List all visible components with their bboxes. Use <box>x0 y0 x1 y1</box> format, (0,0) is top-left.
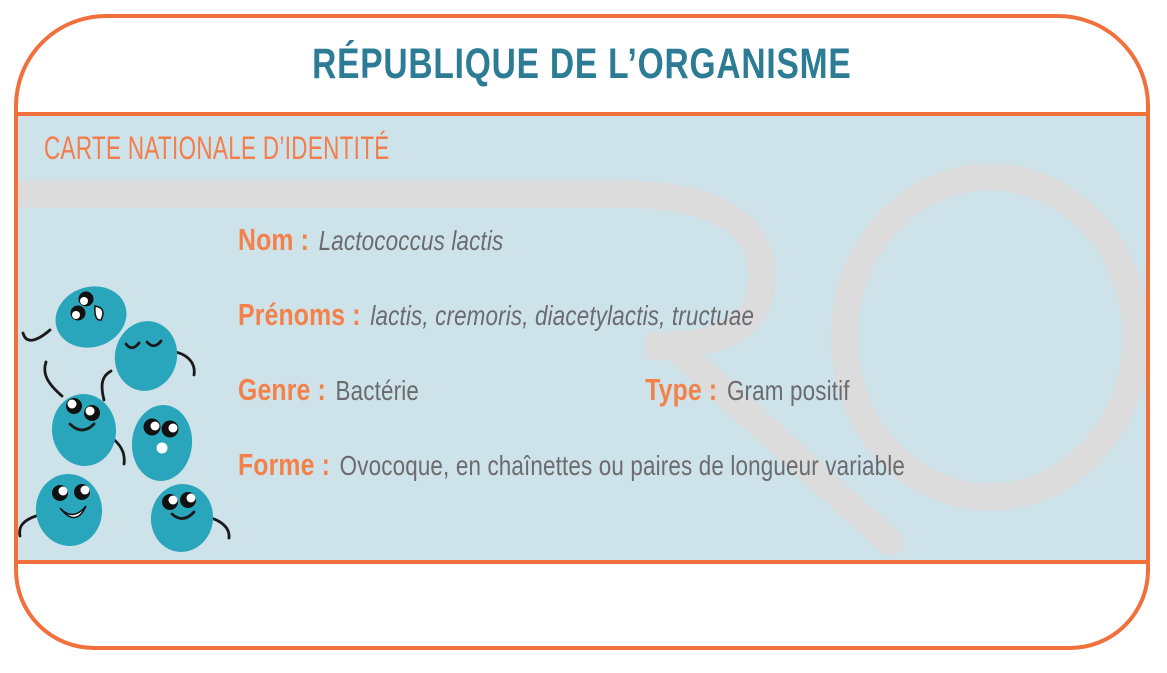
field-value-genre: Bactérie <box>335 375 420 406</box>
header-band: RÉPUBLIQUE DE L’ORGANISME <box>14 40 1150 89</box>
field-value-nom: Lactococcus lactis <box>318 225 504 256</box>
field-group-type: Type : Gram positif <box>645 372 849 408</box>
field-row-nom: Nom : Lactococcus lactis <box>238 222 1134 262</box>
field-row-prenoms: Prénoms : lactis, cremoris, diacetylacti… <box>238 297 1134 337</box>
identity-panel: CARTE NATIONALE D’IDENTITÉ <box>14 112 1150 564</box>
field-row-forme: Forme : Ovocoque, en chaînettes ou paire… <box>238 447 1134 487</box>
field-label-genre: Genre : <box>238 372 326 407</box>
card-title: CARTE NATIONALE D’IDENTITÉ <box>44 130 390 166</box>
field-label-prenoms: Prénoms : <box>238 297 361 332</box>
field-label-nom: Nom : <box>238 222 310 257</box>
watermark-ro-icon <box>18 163 1146 556</box>
field-value-type: Gram positif <box>726 375 850 406</box>
field-value-forme: Ovocoque, en chaînettes ou paires de lon… <box>339 450 905 481</box>
field-label-forme: Forme : <box>238 447 331 482</box>
bacteria-illustration <box>18 286 231 552</box>
field-value-prenoms: lactis, cremoris, diacetylactis, tructua… <box>370 300 755 331</box>
country-title: RÉPUBLIQUE DE L’ORGANISME <box>312 40 852 88</box>
field-row-genre: Genre : Bactérie Type : Gram positif <box>238 372 1134 412</box>
field-label-type: Type : <box>645 372 718 407</box>
